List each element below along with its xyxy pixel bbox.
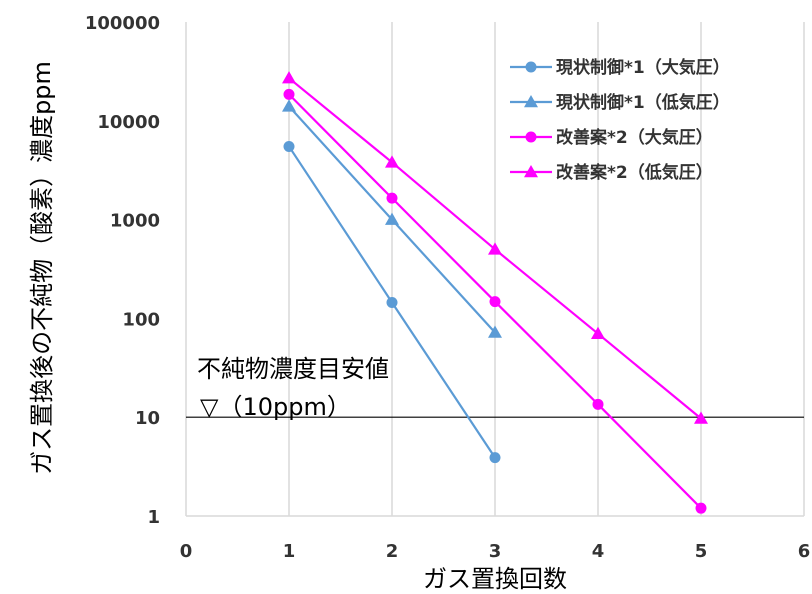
legend-entry: 現状制御*1（低気圧） xyxy=(510,92,730,113)
series-4 xyxy=(282,71,708,424)
data-point xyxy=(591,326,605,339)
x-tick-label: 6 xyxy=(798,541,811,562)
y-axis-title: ガス置換後の不純物（酸素）濃度ppm xyxy=(28,61,56,475)
data-point xyxy=(488,325,502,338)
axes xyxy=(185,22,804,517)
legend-marker xyxy=(524,165,538,178)
reference-label-line2: ▽（10ppm） xyxy=(200,393,351,421)
legend-entry: 現状制御*1（大気圧） xyxy=(510,57,730,78)
legend-label: 現状制御*1（低気圧） xyxy=(556,92,730,113)
series-group xyxy=(282,71,708,514)
x-axis-title: ガス置換回数 xyxy=(423,565,567,593)
y-tick-label: 1 xyxy=(147,507,160,528)
series-2 xyxy=(282,99,502,338)
y-tick-label: 10000 xyxy=(97,112,160,133)
data-point xyxy=(489,452,501,464)
x-tick-label: 1 xyxy=(283,541,296,562)
data-point xyxy=(385,155,399,168)
y-tick-label: 1000 xyxy=(110,211,160,232)
legend-marker xyxy=(524,95,538,108)
x-tick-label: 5 xyxy=(695,541,708,562)
data-point xyxy=(385,212,399,225)
legend-marker xyxy=(525,131,537,143)
y-tick-label: 100000 xyxy=(85,13,160,34)
y-tick-label: 100 xyxy=(122,309,160,330)
legend-label: 改善案*2（大気圧） xyxy=(556,127,713,148)
legend: 現状制御*1（大気圧） 現状制御*1（低気圧） 改善案*2（大気圧） 改善案*2（低気… xyxy=(510,57,730,183)
data-point xyxy=(283,88,295,100)
data-point xyxy=(592,398,604,410)
data-point xyxy=(282,71,296,84)
grid-lines xyxy=(288,22,805,516)
x-tick-label: 4 xyxy=(592,541,605,562)
data-point xyxy=(386,296,398,308)
series-3 xyxy=(283,88,707,514)
legend-label: 改善案*2（低気圧） xyxy=(556,162,713,183)
x-tick-label: 2 xyxy=(386,541,399,562)
data-point xyxy=(695,502,707,514)
reference-label-line1: 不純物濃度目安値 xyxy=(197,355,389,383)
legend-marker xyxy=(525,61,537,73)
x-tick-label: 0 xyxy=(180,541,193,562)
legend-entry: 改善案*2（低気圧） xyxy=(510,162,713,183)
data-point xyxy=(694,411,708,424)
x-tick-label: 3 xyxy=(489,541,502,562)
data-point xyxy=(282,99,296,112)
data-point xyxy=(489,296,501,308)
data-point xyxy=(386,192,398,204)
legend-entry: 改善案*2（大気圧） xyxy=(510,127,713,148)
y-tick-label: 10 xyxy=(135,408,160,429)
data-point xyxy=(488,242,502,255)
legend-label: 現状制御*1（大気圧） xyxy=(556,57,730,78)
series-1 xyxy=(283,140,501,464)
data-point xyxy=(283,140,295,152)
